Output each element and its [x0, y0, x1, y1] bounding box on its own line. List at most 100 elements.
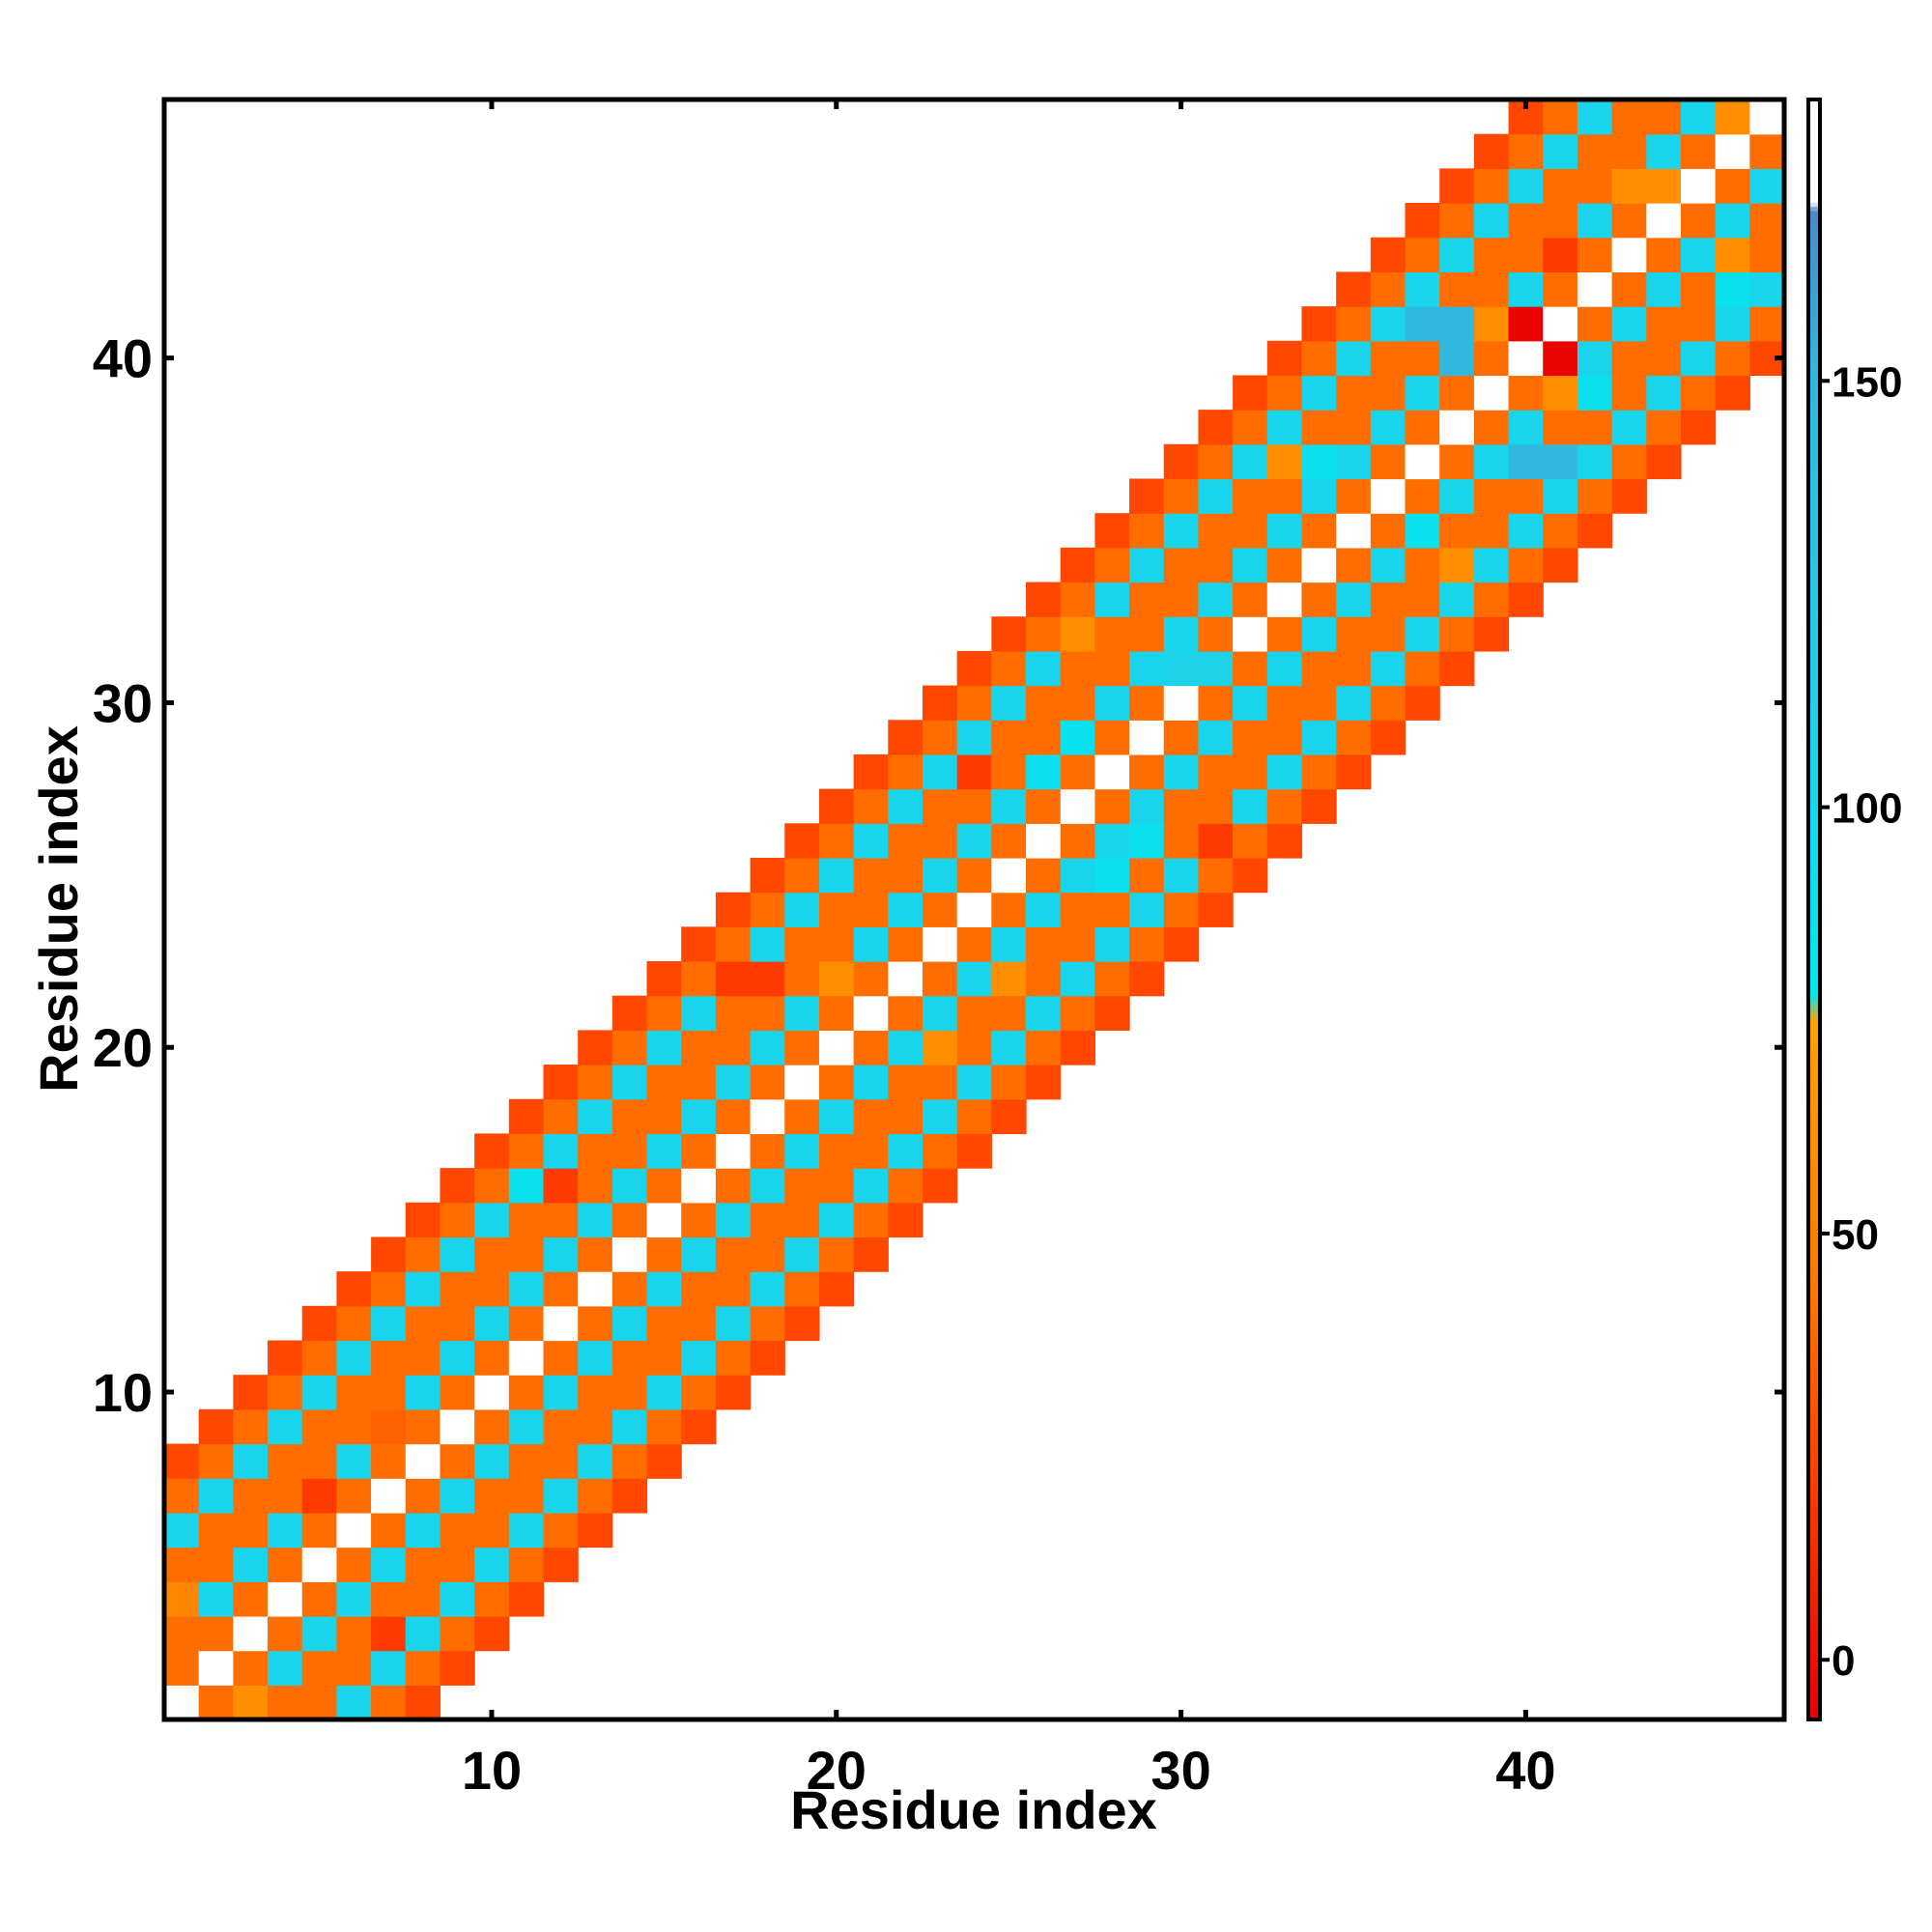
heatmap-cell	[750, 1340, 785, 1376]
colorbar-segment	[1808, 1029, 1820, 1035]
heatmap-cell	[1715, 375, 1750, 411]
heatmap-cell	[198, 1443, 234, 1479]
colorbar-tick-label: 150	[1832, 358, 1902, 406]
heatmap-cell	[922, 926, 958, 962]
heatmap-cell	[1301, 650, 1337, 687]
colorbar-segment	[1808, 649, 1820, 655]
heatmap-cell	[1266, 547, 1303, 583]
heatmap-cell	[646, 1305, 682, 1342]
heatmap-cell	[1680, 237, 1717, 272]
heatmap-cell	[164, 1581, 200, 1617]
colorbar-segment	[1808, 155, 1820, 160]
heatmap-cell	[1198, 410, 1234, 445]
colorbar-segment	[1808, 1612, 1820, 1618]
colorbar-segment	[1808, 551, 1820, 556]
heatmap-cell	[784, 892, 820, 927]
colorbar-segment	[1808, 662, 1820, 668]
colorbar-segment	[1808, 487, 1820, 493]
colorbar-segment	[1808, 1195, 1820, 1201]
heatmap-cell	[1163, 650, 1200, 687]
heatmap-cell	[1129, 685, 1165, 721]
heatmap-cell	[1026, 753, 1062, 790]
colorbar-segment	[1808, 632, 1820, 638]
heatmap-cell	[1060, 823, 1095, 859]
heatmap-cell	[268, 1340, 303, 1376]
colorbar-segment	[1808, 1660, 1820, 1665]
heatmap-cell	[1646, 340, 1682, 377]
colorbar-segment	[1808, 1407, 1820, 1414]
heatmap-cell	[956, 1098, 992, 1135]
colorbar-segment	[1808, 99, 1820, 105]
colorbar-segment	[1808, 342, 1820, 348]
heatmap-cell	[1646, 203, 1682, 239]
heatmap-cell	[1301, 753, 1337, 790]
heatmap-cell	[474, 1271, 510, 1307]
colorbar-segment	[1808, 1041, 1820, 1047]
heatmap-cell	[681, 1202, 717, 1238]
colorbar-segment	[1808, 1301, 1820, 1307]
heatmap-cell	[784, 1271, 820, 1307]
y-tick-label: 40	[93, 328, 153, 389]
heatmap-cell	[888, 788, 923, 824]
heatmap-cell	[784, 1305, 820, 1342]
colorbar-segment	[1808, 1267, 1820, 1273]
heatmap-cell	[1405, 271, 1440, 307]
heatmap-cell	[1094, 995, 1130, 1031]
colorbar-segment	[1808, 180, 1820, 186]
heatmap-cell	[1094, 823, 1130, 859]
heatmap-cell	[1439, 582, 1475, 617]
heatmap-cell	[1405, 650, 1440, 687]
heatmap-cell	[888, 823, 923, 859]
heatmap-cell	[956, 1133, 992, 1169]
colorbar-segment	[1808, 1668, 1820, 1674]
heatmap-cell	[1473, 616, 1510, 652]
colorbar-segment	[1808, 725, 1820, 731]
heatmap-cell	[956, 650, 992, 687]
heatmap-cell	[1094, 685, 1130, 721]
heatmap-cell	[405, 1375, 441, 1410]
colorbar-segment	[1808, 1225, 1820, 1231]
colorbar-segment	[1808, 909, 1820, 915]
heatmap-cell	[1473, 306, 1510, 342]
heatmap-cell	[1198, 616, 1234, 652]
heatmap-cell	[405, 1271, 441, 1307]
heatmap-cell	[508, 1340, 545, 1376]
heatmap-cell	[715, 1340, 752, 1376]
colorbar-segment	[1808, 905, 1820, 911]
heatmap-cell	[440, 1478, 475, 1514]
colorbar-segment	[1808, 939, 1820, 945]
heatmap-cell	[164, 1478, 200, 1514]
heatmap-cell	[268, 1685, 303, 1720]
heatmap-cell	[1336, 582, 1372, 617]
colorbar-segment	[1808, 1676, 1820, 1683]
colorbar-segment	[1808, 261, 1820, 267]
colorbar-segment	[1808, 1391, 1820, 1397]
heatmap-cell	[1680, 203, 1717, 239]
heatmap-cell	[1646, 306, 1682, 342]
colorbar-segment	[1808, 572, 1820, 579]
colorbar-segment	[1808, 589, 1820, 595]
heatmap-cell	[1301, 340, 1337, 377]
colorbar-segment	[1808, 1646, 1820, 1653]
heatmap-cell	[1508, 168, 1544, 204]
colorbar-segment	[1808, 862, 1820, 868]
heatmap-cell	[1060, 616, 1095, 652]
colorbar-segment	[1808, 854, 1820, 860]
heatmap-cell	[233, 1547, 269, 1582]
heatmap-cell	[1129, 961, 1165, 997]
heatmap-cell	[646, 1443, 682, 1479]
heatmap-cell	[1233, 753, 1268, 790]
colorbar-segment	[1808, 1574, 1820, 1580]
heatmap-cell	[336, 1271, 372, 1307]
colorbar-segment	[1808, 913, 1820, 920]
colorbar-segment	[1808, 414, 1820, 420]
colorbar-segment	[1808, 299, 1820, 305]
colorbar-segment	[1808, 1335, 1820, 1342]
heatmap-cell	[784, 995, 820, 1031]
heatmap-cell	[371, 1581, 407, 1617]
colorbar-segment	[1808, 764, 1820, 770]
heatmap-cell	[1577, 375, 1613, 411]
heatmap-cell	[1405, 375, 1440, 411]
heatmap-cell	[991, 650, 1027, 687]
heatmap-cell	[991, 961, 1027, 997]
